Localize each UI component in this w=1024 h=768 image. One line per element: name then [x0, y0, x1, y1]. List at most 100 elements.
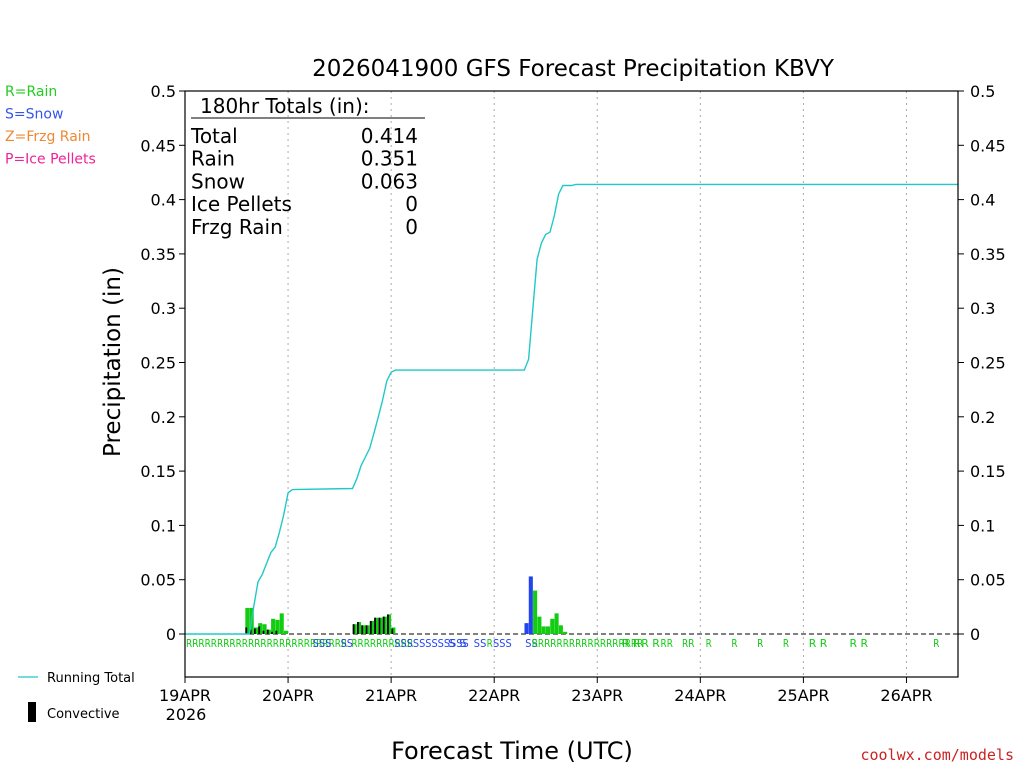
ptype-marker: R R — [849, 637, 868, 650]
ptype-marker: R R — [641, 637, 660, 650]
ptype-marker: SSS — [313, 637, 332, 650]
convective-bar — [369, 620, 372, 634]
ptype-marker: R — [757, 637, 763, 650]
precip-bar — [563, 631, 568, 634]
totals-row-value: 0 — [405, 192, 418, 216]
x-tick-label: 19APR — [159, 686, 211, 705]
precip-bar — [545, 626, 551, 634]
totals-row-value: 0.351 — [361, 147, 418, 171]
y-tick-label-right: 0.4 — [970, 191, 995, 210]
y-tick-label-right: 0.15 — [970, 462, 1006, 481]
totals-row-label: Rain — [191, 147, 235, 171]
convective-bar — [352, 624, 355, 634]
chart-title: 2026041900 GFS Forecast Precipitation KB… — [312, 56, 835, 82]
ptype-marker: S — [474, 637, 480, 650]
precip-bar — [279, 613, 284, 634]
convective-bar — [271, 631, 273, 634]
precip-bar — [541, 626, 546, 634]
totals-row-label: Ice Pellets — [191, 192, 292, 216]
convective-bar — [361, 625, 364, 634]
ptype-marker: R — [487, 637, 493, 650]
precip-bar — [524, 623, 529, 634]
totals-header: 180hr Totals (in): — [200, 94, 370, 118]
ptype-marker: RRRRRRRRRRRRRRRRRRRRRRRRRR — [186, 637, 347, 650]
y-tick-label-right: 0.05 — [970, 571, 1006, 590]
x-tick-label: 24APR — [674, 686, 726, 705]
ptype-marker: R — [706, 637, 712, 650]
y-tick-label-left: 0.3 — [151, 299, 176, 318]
x-axis-label: Forecast Time (UTC) — [391, 737, 633, 765]
totals-row-label: Snow — [191, 169, 245, 193]
y-tick-label-left: 0.25 — [140, 354, 176, 373]
precip-type-legend: R=Rain S=Snow Z=Frzg Rain P=Ice Pellets — [5, 84, 96, 168]
precip-bar — [266, 629, 271, 634]
y-tick-label-right: 0.3 — [970, 299, 995, 318]
type-legend-entry: S=Snow — [5, 107, 63, 123]
ptype-marker: R — [783, 637, 789, 650]
x-tick-label: 25APR — [777, 686, 829, 705]
type-legend-entry: Z=Frzg Rain — [5, 129, 91, 145]
precip-bar — [253, 627, 259, 634]
ptype-marker: SSS — [493, 637, 512, 650]
y-tick-label-right: 0.45 — [970, 136, 1006, 155]
precip-bar — [356, 622, 362, 634]
ptype-marker: RR — [661, 637, 674, 650]
precip-bar — [271, 618, 276, 634]
ptype-marker: RR — [682, 637, 695, 650]
precip-bar — [258, 623, 263, 634]
precip-bar — [387, 614, 392, 634]
convective-bar — [391, 628, 394, 634]
y-tick-label-left: 0.1 — [151, 516, 176, 535]
x-tick-label: 23APR — [571, 686, 623, 705]
precip-bar — [378, 617, 383, 634]
ptype-marker: R — [933, 637, 939, 650]
x-tick-label: 20APR — [262, 686, 314, 705]
precip-bar — [352, 624, 357, 634]
precip-bar — [533, 590, 538, 634]
ptype-marker: R R — [622, 637, 641, 650]
precip-bar — [374, 617, 379, 634]
type-legend-entry: R=Rain — [5, 84, 57, 100]
convective-bar — [382, 616, 385, 634]
convective-bar — [266, 629, 269, 634]
precip-bar — [550, 618, 555, 634]
convective-bar — [378, 617, 381, 634]
axes: 0 00.05 0.050.1 0.10.15 0.150.2 0.20.25 0.250.… — [140, 82, 1005, 705]
y-tick-label-right: 0 — [970, 625, 980, 644]
plot-frame — [184, 90, 959, 678]
x-tick-label: 21APR — [365, 686, 417, 705]
precip-bar — [369, 620, 374, 634]
convective-legend: Convective — [47, 707, 120, 722]
precip-bar — [365, 625, 370, 634]
ptype-marker: S — [480, 637, 486, 650]
convective-bars — [245, 614, 394, 634]
ptype-marker: SS — [525, 637, 537, 650]
type-legend-entry: P=Ice Pellets — [5, 152, 96, 168]
year-label: 2026 — [166, 705, 207, 724]
convective-bar — [249, 629, 252, 634]
precip-bar — [283, 630, 289, 634]
y-tick-label-left: 0 — [166, 625, 176, 644]
totals-row-value: 0.063 — [361, 169, 418, 193]
ptype-marker: S S — [448, 637, 467, 650]
y-tick-label-right: 0.1 — [970, 516, 995, 535]
convective-bar — [245, 627, 248, 634]
ptype-marker: R — [731, 637, 737, 650]
convective-bar — [253, 628, 256, 634]
x-tick-label: 22APR — [468, 686, 520, 705]
precip-bar — [528, 576, 533, 634]
precip-bar — [391, 627, 396, 634]
credit-text: coolwx.com/models — [860, 746, 1014, 764]
totals-row-label: Frzg Rain — [191, 215, 283, 239]
totals-row-value: 0.414 — [361, 124, 418, 148]
y-tick-label-left: 0.2 — [151, 408, 176, 427]
ptype-marker: SS — [341, 637, 353, 650]
totals-box: 180hr Totals (in): Total 0.414 Rain 0.351 Sno… — [190, 94, 425, 239]
precip-bar — [382, 616, 387, 634]
grid-lines — [185, 91, 958, 677]
running-total-legend: Running Total — [47, 671, 135, 686]
precip-bars — [245, 576, 568, 634]
precip-bar — [245, 607, 250, 634]
